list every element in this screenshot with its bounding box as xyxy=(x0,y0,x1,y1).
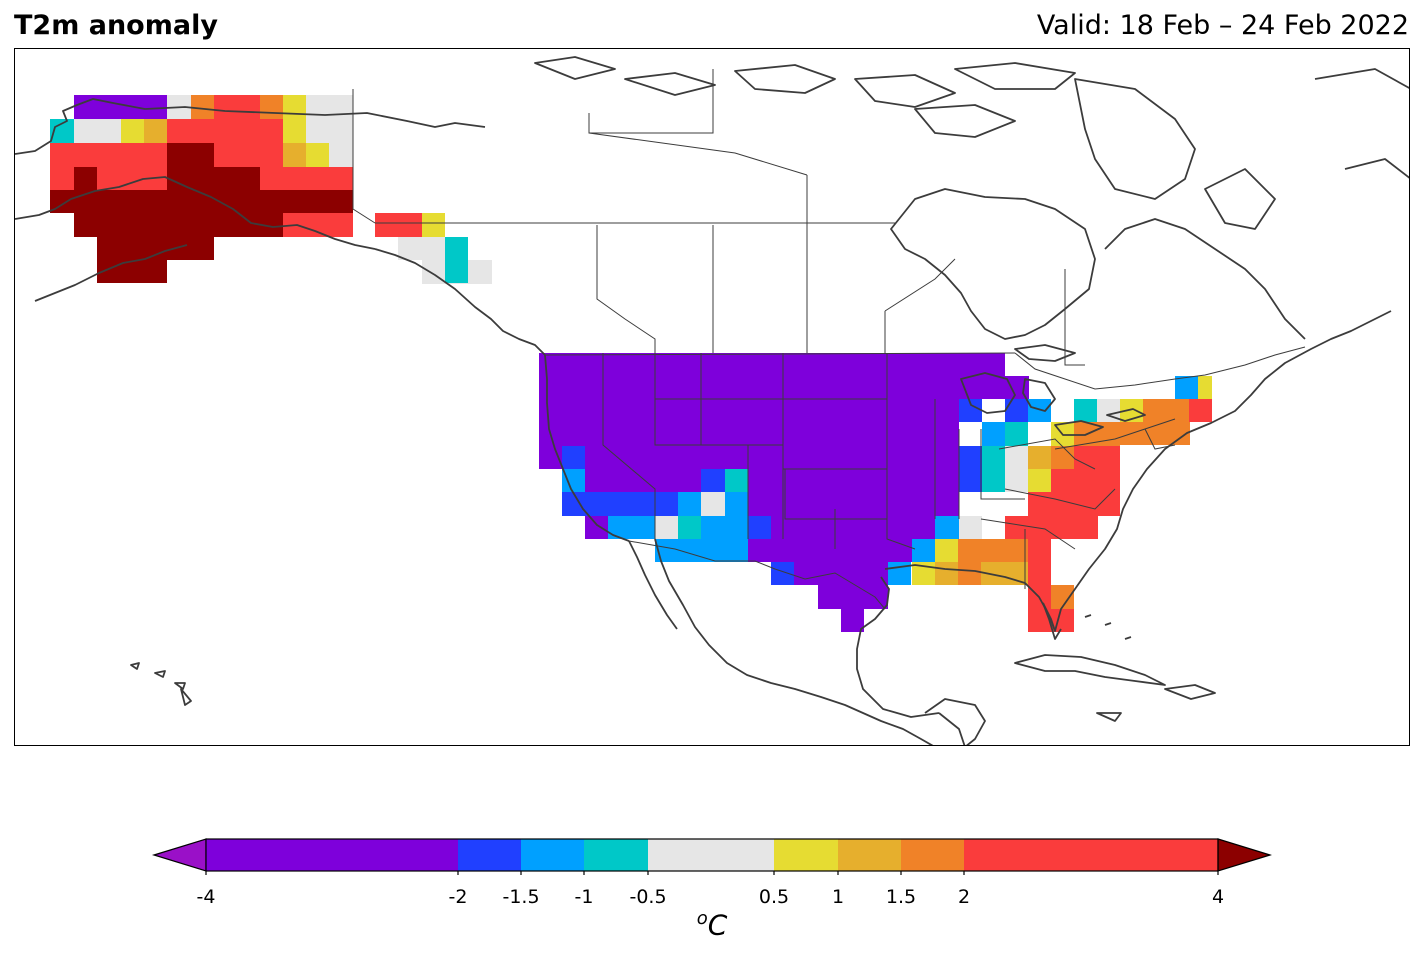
colorbar-tick-label: 2 xyxy=(957,886,971,908)
colorbar-tick-label: -2 xyxy=(448,886,468,908)
anomaly-grid xyxy=(50,95,1212,632)
colorbar-segment-15-2 xyxy=(901,839,964,871)
colorbar-segment-m2-m15 xyxy=(458,839,521,871)
colorbar xyxy=(150,835,1273,879)
colorbar-tick-label: -1 xyxy=(574,886,594,908)
colorbar-segment-m4-m2 xyxy=(206,839,458,871)
colorbar-segment-1-15 xyxy=(838,839,901,871)
anomaly-map xyxy=(15,56,1409,745)
colorbar-unit-label: oC xyxy=(696,908,728,942)
colorbar-tick-label: 0.5 xyxy=(758,886,790,908)
colorbar-tick-label: 1 xyxy=(831,886,845,908)
colorbar-segment-m1-m05 xyxy=(584,839,648,871)
colorbar-tick-label: -4 xyxy=(196,886,216,908)
colorbar-svg xyxy=(151,838,1273,877)
colorbar-tick-label: 4 xyxy=(1211,886,1225,908)
colorbar-segment-m05-05 xyxy=(648,839,774,871)
valid-date-range: Valid: 18 Feb – 24 Feb 2022 xyxy=(1036,10,1409,41)
colorbar-segment-05-1 xyxy=(774,839,838,871)
colorbar-under-extension xyxy=(151,838,207,872)
map-title: T2m anomaly xyxy=(14,10,218,41)
colorbar-segment-m15-m1 xyxy=(521,839,584,871)
colorbar-segment-2-4 xyxy=(964,839,1218,871)
colorbar-tick-label: -1.5 xyxy=(502,886,540,908)
coastlines xyxy=(15,56,1409,745)
map-panel xyxy=(14,48,1410,746)
colorbar-tick-label: 1.5 xyxy=(885,886,917,908)
colorbar-over-extension xyxy=(1217,838,1273,872)
colorbar-outline xyxy=(205,838,1219,872)
colorbar-tick-label: -0.5 xyxy=(629,886,667,908)
borders xyxy=(352,69,1306,610)
